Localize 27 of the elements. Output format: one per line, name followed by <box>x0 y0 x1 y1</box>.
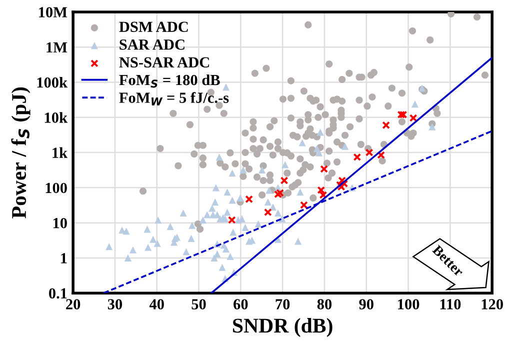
y-tick-label: 1 <box>61 253 67 264</box>
x-axis-title: SNDR (dB) <box>233 318 332 337</box>
y-tick-label: 10k <box>44 112 68 123</box>
x-tick-label: 120 <box>482 299 503 310</box>
legend-label: SAR ADC <box>120 39 184 50</box>
y-tick-label: 100k <box>37 76 68 88</box>
x-tick-label: 30 <box>108 299 122 310</box>
x-tick-label: 70 <box>276 299 290 310</box>
x-tick-label: 80 <box>317 299 332 310</box>
legend-label: FoM$_{W}$ = 5 fJ/c.-s <box>119 92 229 106</box>
legend-label: DSM ADC <box>119 22 188 32</box>
legend-label: FoM$_{S}$ = 180 dB <box>119 74 220 88</box>
y-tick-label: 100 <box>46 182 67 194</box>
legend-label: NS-SAR ADC <box>119 57 209 68</box>
x-tick-label: 60 <box>234 299 248 310</box>
y-axis-title: Power / f$_{S}$ (pJ) <box>11 87 30 218</box>
y-tick-label: 1k <box>52 147 68 158</box>
x-tick-label: 100 <box>398 299 420 310</box>
y-tick-label: 10M <box>39 7 68 18</box>
x-tick-label: 40 <box>149 299 164 310</box>
y-tick-label: 10 <box>53 218 67 228</box>
y-tick-label: 0.1 <box>49 288 67 299</box>
x-tick-label: 90 <box>359 299 374 310</box>
y-tick-label: 1M <box>46 42 68 52</box>
x-tick-label: 20 <box>66 299 80 310</box>
x-tick-label: 50 <box>192 299 206 310</box>
x-tick-label: 110 <box>440 299 461 310</box>
